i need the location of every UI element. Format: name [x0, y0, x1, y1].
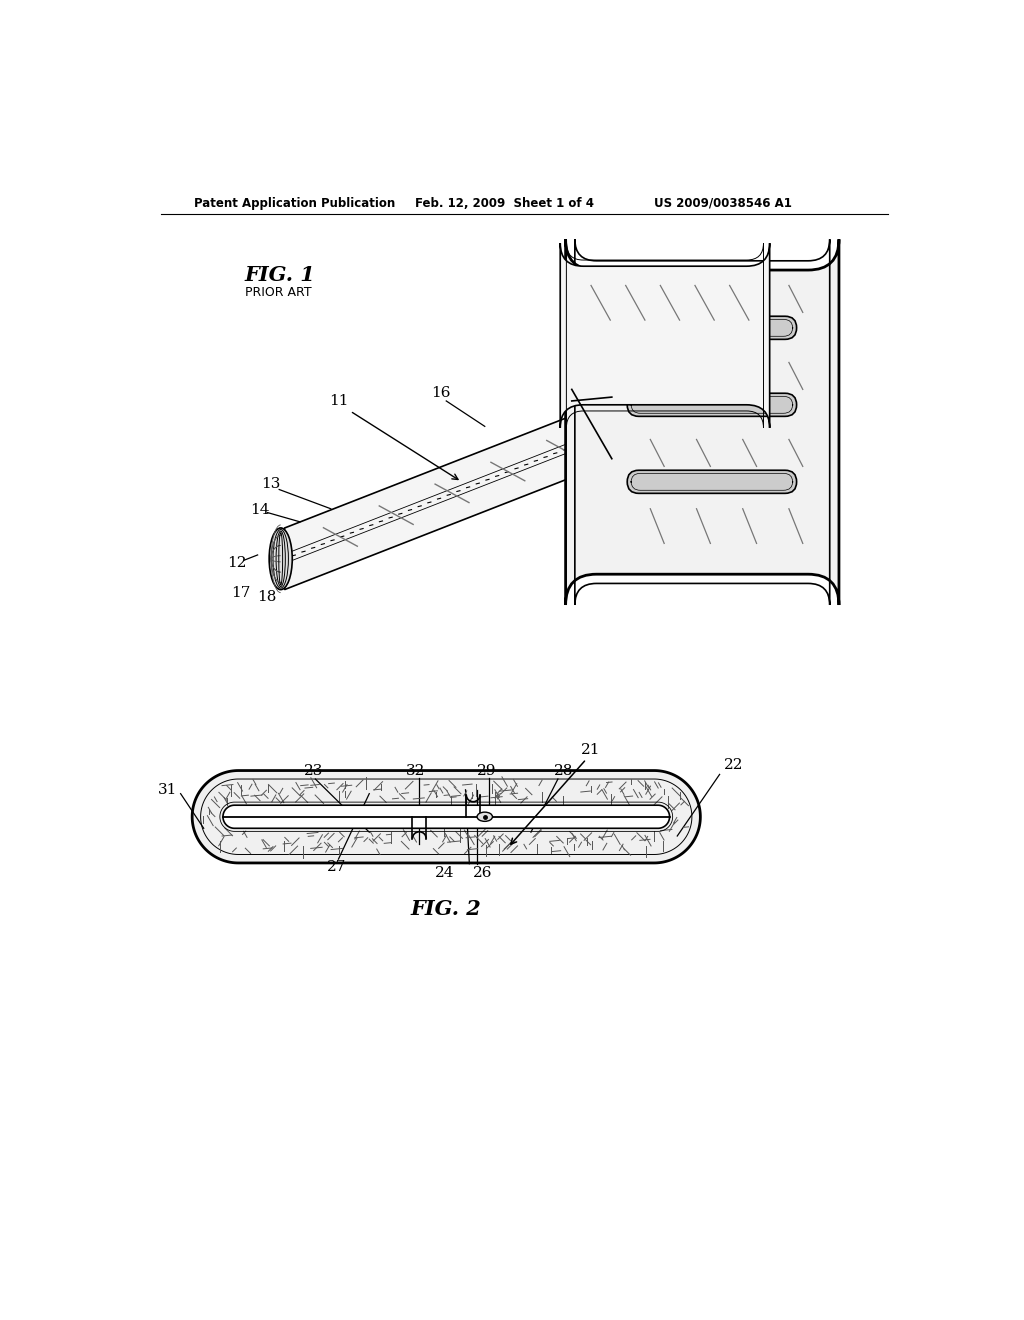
Text: 11: 11 [330, 393, 349, 408]
Text: 24: 24 [435, 866, 455, 880]
Text: 31: 31 [158, 783, 177, 797]
Text: 29: 29 [477, 763, 497, 777]
Text: 16: 16 [431, 387, 451, 400]
Text: 32: 32 [406, 763, 425, 777]
Ellipse shape [269, 528, 292, 590]
Polygon shape [285, 397, 620, 590]
Text: 14: 14 [250, 503, 269, 516]
Text: 12: 12 [226, 557, 247, 570]
Text: 13: 13 [261, 477, 281, 491]
Polygon shape [223, 805, 670, 829]
Text: 23: 23 [304, 763, 324, 777]
Text: FIG. 2: FIG. 2 [411, 899, 481, 919]
Text: US 2009/0038546 A1: US 2009/0038546 A1 [654, 197, 792, 210]
FancyBboxPatch shape [560, 243, 770, 428]
Text: 21: 21 [581, 743, 600, 756]
Text: 26: 26 [473, 866, 493, 880]
FancyBboxPatch shape [628, 317, 797, 339]
Text: Feb. 12, 2009  Sheet 1 of 4: Feb. 12, 2009 Sheet 1 of 4 [416, 197, 595, 210]
FancyBboxPatch shape [628, 470, 797, 494]
Text: 28: 28 [554, 763, 573, 777]
Text: 27: 27 [327, 859, 346, 874]
Text: Patent Application Publication: Patent Application Publication [194, 197, 395, 210]
Text: PRIOR ART: PRIOR ART [245, 286, 311, 298]
Text: FIG. 1: FIG. 1 [245, 265, 315, 285]
Text: 22: 22 [724, 758, 743, 772]
Ellipse shape [477, 812, 493, 821]
Text: 18: 18 [258, 590, 276, 605]
Text: 17: 17 [230, 586, 250, 599]
FancyBboxPatch shape [565, 239, 839, 605]
Polygon shape [193, 771, 700, 863]
FancyBboxPatch shape [628, 393, 797, 416]
